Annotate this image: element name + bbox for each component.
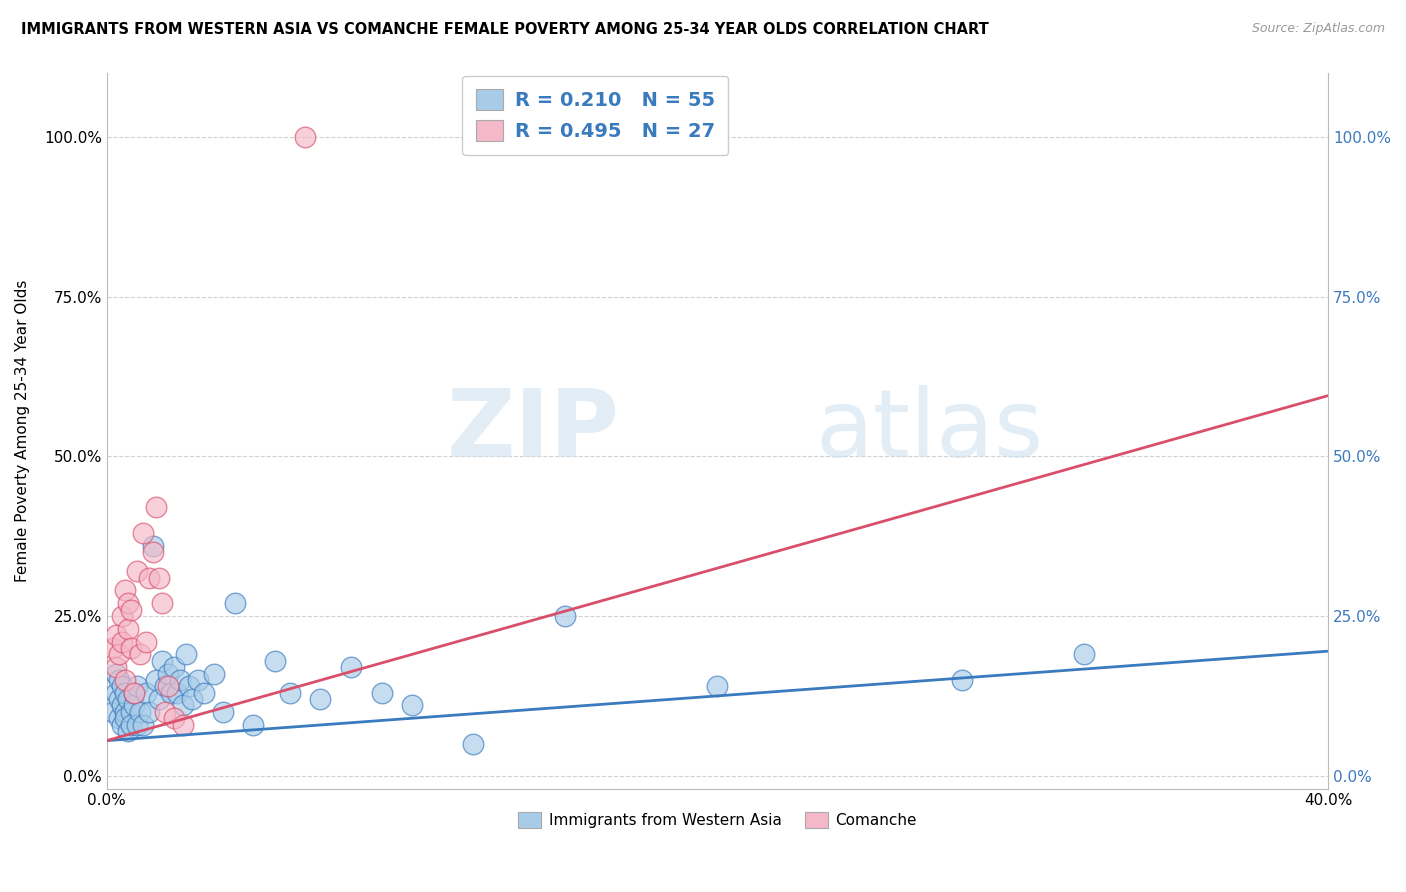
Point <box>163 660 186 674</box>
Point <box>148 692 170 706</box>
Point <box>156 679 179 693</box>
Point <box>104 660 127 674</box>
Point <box>122 686 145 700</box>
Point <box>138 571 160 585</box>
Point <box>172 698 194 713</box>
Point <box>181 692 204 706</box>
Point <box>129 705 152 719</box>
Point <box>120 640 142 655</box>
Point <box>111 698 134 713</box>
Point <box>153 705 176 719</box>
Point <box>160 686 183 700</box>
Text: IMMIGRANTS FROM WESTERN ASIA VS COMANCHE FEMALE POVERTY AMONG 25-34 YEAR OLDS CO: IMMIGRANTS FROM WESTERN ASIA VS COMANCHE… <box>21 22 988 37</box>
Point <box>111 609 134 624</box>
Text: Source: ZipAtlas.com: Source: ZipAtlas.com <box>1251 22 1385 36</box>
Point <box>101 705 124 719</box>
Point <box>179 679 201 693</box>
Point <box>242 717 264 731</box>
Point <box>150 596 173 610</box>
Point <box>148 571 170 585</box>
Point <box>101 640 124 655</box>
Point <box>309 692 332 706</box>
Point <box>127 679 149 693</box>
Point <box>127 717 149 731</box>
Point <box>129 648 152 662</box>
Point <box>202 666 225 681</box>
Point <box>104 628 127 642</box>
Point <box>172 717 194 731</box>
Point <box>166 686 188 700</box>
Point <box>138 705 160 719</box>
Point <box>114 705 136 719</box>
Point <box>263 654 285 668</box>
Point <box>163 711 186 725</box>
Point <box>108 648 131 662</box>
Point <box>145 500 167 515</box>
Point <box>120 717 142 731</box>
Y-axis label: Female Poverty Among 25-34 Year Olds: Female Poverty Among 25-34 Year Olds <box>15 279 30 582</box>
Point <box>104 666 127 681</box>
Point <box>108 692 131 706</box>
Point <box>117 692 139 706</box>
Point <box>108 711 131 725</box>
Legend: Immigrants from Western Asia, Comanche: Immigrants from Western Asia, Comanche <box>512 806 922 835</box>
Point <box>135 686 157 700</box>
Point <box>554 609 576 624</box>
Point <box>132 717 155 731</box>
Point <box>104 686 127 700</box>
Point <box>294 129 316 144</box>
Point <box>132 526 155 541</box>
Point <box>117 724 139 739</box>
Point <box>108 673 131 687</box>
Point <box>120 705 142 719</box>
Point <box>278 686 301 700</box>
Point <box>111 634 134 648</box>
Point <box>224 596 246 610</box>
Point <box>142 545 165 559</box>
Point <box>156 666 179 681</box>
Point <box>117 596 139 610</box>
Point <box>111 717 134 731</box>
Point <box>1073 648 1095 662</box>
Point <box>150 654 173 668</box>
Point <box>706 679 728 693</box>
Point <box>135 634 157 648</box>
Point <box>122 686 145 700</box>
Point <box>111 679 134 693</box>
Point <box>122 698 145 713</box>
Point <box>114 711 136 725</box>
Point <box>169 673 191 687</box>
Point <box>142 539 165 553</box>
Point <box>127 564 149 578</box>
Point <box>117 622 139 636</box>
Point <box>340 660 363 674</box>
Point <box>145 673 167 687</box>
Point <box>463 737 485 751</box>
Point <box>114 673 136 687</box>
Point <box>187 673 209 687</box>
Point <box>401 698 423 713</box>
Point <box>114 583 136 598</box>
Point <box>174 648 197 662</box>
Point <box>193 686 215 700</box>
Text: ZIP: ZIP <box>447 384 620 476</box>
Point <box>120 602 142 616</box>
Text: atlas: atlas <box>815 384 1043 476</box>
Point <box>211 705 233 719</box>
Point <box>153 679 176 693</box>
Point <box>370 686 392 700</box>
Point <box>950 673 973 687</box>
Point <box>114 686 136 700</box>
